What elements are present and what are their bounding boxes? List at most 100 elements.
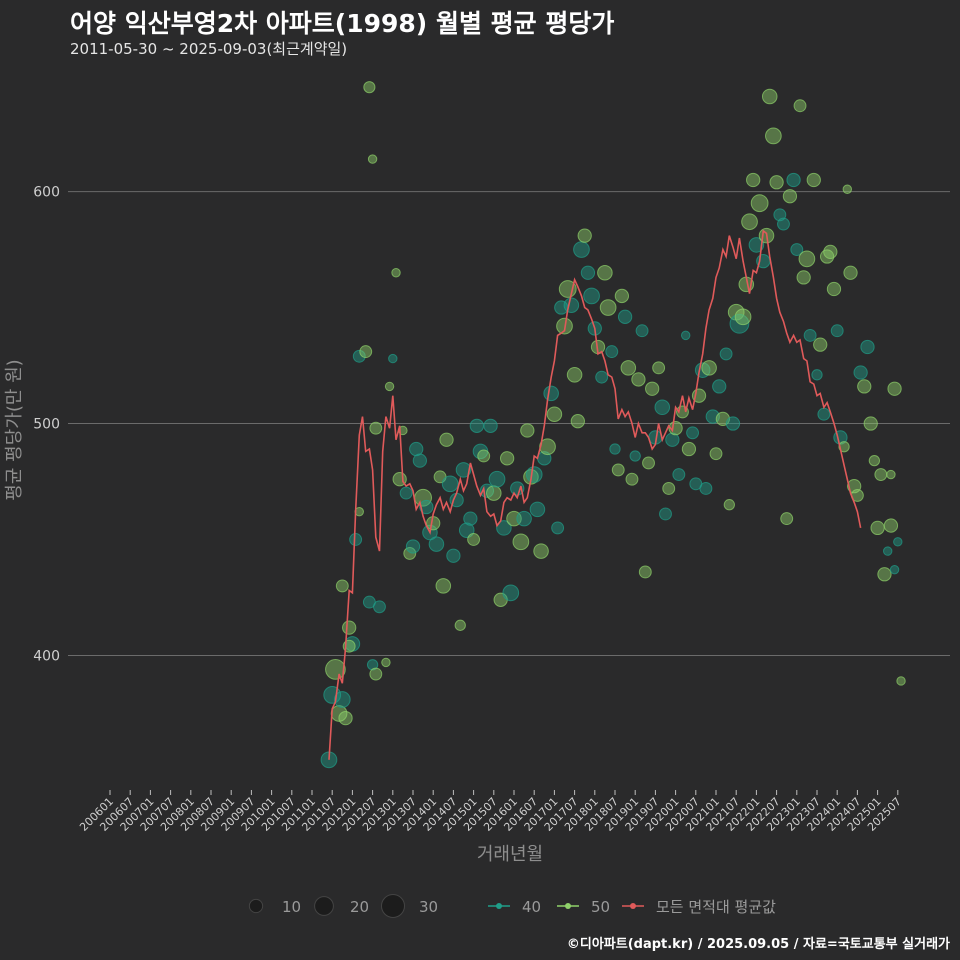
data-point-50 bbox=[381, 657, 391, 668]
y-tick-labels: 400 500 600 bbox=[33, 185, 60, 665]
data-point-50 bbox=[439, 432, 454, 447]
data-point-40 bbox=[441, 475, 459, 493]
data-point-40 bbox=[428, 536, 445, 552]
data-point-40 bbox=[629, 450, 641, 462]
y-tick-label: 400 bbox=[33, 648, 60, 664]
data-point-40 bbox=[860, 339, 875, 355]
size-legend-label: 30 bbox=[419, 898, 438, 916]
data-point-50 bbox=[577, 228, 592, 243]
y-tick-label: 600 bbox=[33, 185, 60, 201]
chart-title: 어양 익산부영2차 아파트(1998) 월별 평균 평당가 bbox=[70, 9, 615, 38]
data-point-40 bbox=[889, 564, 900, 575]
data-point-40 bbox=[446, 548, 461, 563]
data-point-40 bbox=[349, 533, 363, 546]
data-point-40 bbox=[580, 265, 596, 280]
data-point-40 bbox=[883, 546, 893, 556]
data-point-50 bbox=[868, 454, 881, 467]
size-legend-key bbox=[380, 893, 406, 919]
data-point-40 bbox=[488, 470, 506, 488]
data-point-40 bbox=[419, 499, 434, 515]
data-point-50 bbox=[570, 414, 585, 429]
data-point-50 bbox=[631, 372, 646, 387]
data-point-40 bbox=[373, 600, 386, 614]
data-point-50 bbox=[369, 421, 383, 435]
data-point-40 bbox=[719, 347, 733, 361]
data-point-50 bbox=[512, 533, 530, 551]
data-point-50 bbox=[620, 360, 637, 376]
data-point-40 bbox=[563, 297, 580, 314]
data-point-50 bbox=[363, 81, 376, 94]
data-point-50 bbox=[499, 451, 515, 466]
data-point-50 bbox=[614, 288, 630, 304]
data-point-40 bbox=[388, 353, 398, 364]
data-point-50 bbox=[435, 578, 452, 594]
data-point-40 bbox=[352, 349, 366, 363]
data-point-40 bbox=[483, 418, 498, 433]
data-point-40 bbox=[712, 379, 727, 394]
data-point-50 bbox=[796, 270, 811, 285]
data-point-40 bbox=[583, 287, 600, 305]
data-point-50 bbox=[723, 499, 735, 511]
data-point-50 bbox=[741, 213, 758, 231]
data-point-40 bbox=[455, 462, 472, 478]
data-point-50 bbox=[467, 533, 481, 546]
data-point-50 bbox=[359, 345, 373, 359]
data-point-40 bbox=[399, 486, 413, 500]
data-point-40 bbox=[672, 468, 686, 481]
data-point-40 bbox=[573, 241, 590, 258]
data-point-50 bbox=[793, 99, 807, 113]
data-point-50 bbox=[642, 456, 655, 470]
y-axis-title: 평균 평당가(만 원) bbox=[4, 359, 25, 500]
data-point-50 bbox=[750, 194, 769, 213]
data-point-40 bbox=[502, 584, 520, 602]
data-point-40 bbox=[525, 466, 543, 483]
size-legend-label: 20 bbox=[350, 898, 369, 916]
data-point-50 bbox=[734, 308, 752, 326]
data-point-50 bbox=[681, 441, 697, 457]
size-legend-key bbox=[314, 896, 334, 916]
data-point-40 bbox=[409, 441, 424, 457]
data-point-50 bbox=[886, 469, 896, 480]
data-point-50 bbox=[520, 423, 535, 438]
data-point-50 bbox=[533, 543, 549, 559]
x-tick-labels: 2006012006072007012007072008012008072009… bbox=[77, 790, 904, 834]
data-point-50 bbox=[384, 381, 395, 392]
data-point-40 bbox=[551, 521, 565, 535]
data-point-40 bbox=[496, 520, 512, 536]
data-point-50 bbox=[403, 546, 417, 560]
data-point-50 bbox=[625, 472, 639, 486]
data-point-40 bbox=[463, 511, 478, 526]
y-tick-label: 500 bbox=[33, 417, 60, 433]
data-point-40 bbox=[853, 365, 868, 380]
data-point-40 bbox=[458, 522, 475, 538]
data-point-50 bbox=[806, 172, 821, 188]
data-point-50 bbox=[325, 659, 346, 680]
data-point-40 bbox=[605, 345, 619, 359]
data-point-50 bbox=[798, 250, 816, 268]
data-point-50 bbox=[746, 172, 761, 188]
data-point-50 bbox=[454, 619, 466, 631]
data-point-50 bbox=[391, 268, 401, 278]
data-point-40 bbox=[412, 453, 428, 468]
data-point-40 bbox=[817, 407, 831, 421]
data-point-50 bbox=[863, 416, 878, 431]
data-point-50 bbox=[338, 710, 353, 726]
legend-dot bbox=[630, 903, 636, 909]
data-point-50 bbox=[877, 567, 892, 582]
data-point-50 bbox=[838, 441, 850, 453]
data-point-40 bbox=[405, 539, 421, 554]
data-point-50 bbox=[486, 485, 502, 501]
data-point-50 bbox=[342, 620, 357, 635]
data-point-40 bbox=[777, 217, 790, 231]
data-point-50 bbox=[335, 579, 349, 593]
data-point-40 bbox=[609, 443, 621, 455]
data-point-50 bbox=[842, 184, 852, 194]
chart-subtitle: 2011-05-30 ~ 2025-09-03(최근계약일) bbox=[70, 40, 348, 58]
data-point-40 bbox=[699, 482, 713, 495]
data-point-50 bbox=[780, 512, 794, 526]
data-points bbox=[320, 81, 906, 769]
data-point-50 bbox=[645, 381, 660, 396]
data-point-50 bbox=[599, 299, 617, 316]
grid-lines bbox=[68, 191, 950, 656]
